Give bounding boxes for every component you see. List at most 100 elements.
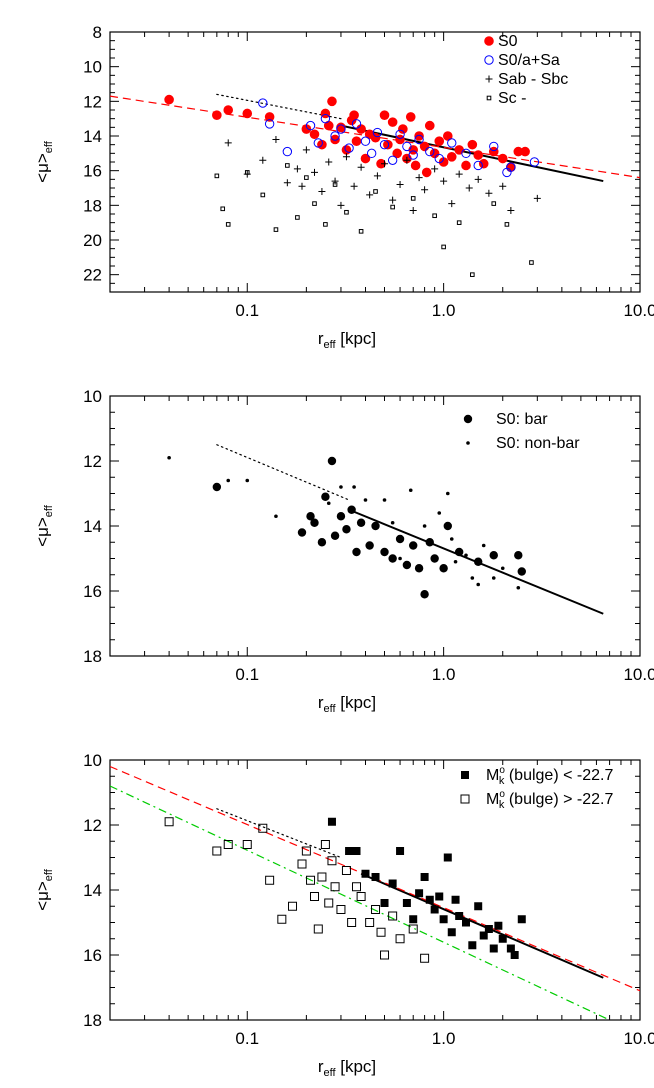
data-point: [414, 564, 424, 573]
legend-marker: [466, 441, 470, 445]
data-point: [402, 899, 411, 907]
data-point: [370, 132, 381, 143]
data-point: [371, 873, 380, 881]
data-point: [342, 525, 351, 534]
y-tick-label: 10: [83, 387, 102, 406]
data-point: [344, 209, 349, 215]
y-tick-label: 12: [83, 452, 102, 471]
data-point: [321, 492, 330, 501]
series-2: [258, 98, 540, 178]
data-point: [297, 528, 307, 537]
data-point: [330, 134, 340, 145]
data-point: [245, 478, 250, 483]
series-2: [164, 817, 430, 963]
data-point: [396, 847, 405, 855]
fit-line-solid: [340, 124, 604, 183]
data-point: [351, 119, 362, 129]
data-point: [510, 951, 519, 959]
data-point: [365, 541, 374, 550]
fit-line-dotted: [216, 444, 350, 501]
data-point: [473, 160, 483, 171]
series-4: [214, 163, 534, 277]
plot-area: [167, 444, 604, 615]
legend-label: Sc -: [498, 90, 526, 107]
data-point: [345, 847, 354, 855]
legend: Mo k (bulge) < -22.7Mo k (bulge) > -22.7: [460, 765, 613, 811]
data-point: [414, 131, 424, 141]
data-point: [447, 138, 457, 148]
y-tick-label: 20: [83, 231, 102, 250]
data-point: [402, 560, 412, 570]
data-point: [390, 520, 395, 525]
data-point: [389, 196, 397, 204]
data-point: [445, 491, 450, 496]
data-point: [448, 200, 456, 208]
legend-marker: [486, 95, 492, 101]
y-tick-label: 18: [83, 647, 102, 666]
data-point: [224, 139, 232, 147]
data-point: [352, 547, 361, 557]
series-3: [224, 135, 541, 215]
legend-marker: [461, 771, 469, 779]
data-point: [272, 135, 280, 143]
fit-line-dashed: [110, 95, 640, 179]
data-point: [317, 872, 327, 882]
data-point: [474, 902, 483, 911]
legend-marker: [484, 55, 494, 65]
data-point: [481, 543, 486, 548]
fit-line-dashdot: [110, 785, 610, 1020]
series-1: [212, 456, 526, 599]
data-point: [336, 122, 346, 133]
data-point: [485, 189, 493, 197]
x-tick-label: 10.0: [623, 665, 654, 684]
data-point: [327, 817, 336, 826]
x-axis-title: reff [kpc]: [318, 329, 376, 351]
data-point: [499, 182, 507, 190]
data-point: [491, 576, 496, 580]
y-tick-label: 12: [83, 92, 102, 111]
data-point: [356, 124, 366, 134]
plot-area: [110, 93, 640, 277]
data-point: [488, 146, 499, 157]
data-point: [504, 222, 510, 227]
data-point: [273, 227, 279, 232]
data-point: [494, 921, 503, 930]
data-point: [434, 136, 445, 146]
data-point: [517, 567, 526, 576]
data-point: [317, 538, 327, 547]
data-point: [339, 485, 343, 489]
data-point: [360, 153, 371, 164]
y-axis-title: <μ>eff: [33, 504, 55, 547]
data-point: [440, 177, 448, 185]
data-point: [332, 182, 338, 187]
data-point: [474, 175, 482, 183]
data-point: [441, 244, 446, 250]
data-point: [500, 566, 505, 571]
data-point: [414, 134, 424, 145]
data-point: [347, 505, 356, 514]
data-point: [498, 934, 507, 943]
legend-label: S0: bar: [496, 411, 548, 428]
data-point: [380, 547, 389, 557]
data-point: [529, 157, 540, 167]
data-point: [372, 127, 383, 138]
data-point: [326, 501, 331, 506]
data-point: [387, 117, 398, 127]
data-point: [220, 206, 226, 212]
data-point: [366, 148, 377, 159]
data-point: [520, 146, 530, 157]
data-point: [425, 146, 435, 157]
data-point: [421, 186, 429, 194]
x-axis-title: reff [kpc]: [318, 693, 376, 715]
y-tick-label: 14: [83, 517, 102, 536]
data-point: [396, 181, 404, 189]
chart-panel-1: 0.1 1.0 10.0 8 10 12 14 16 18 20 22 reff [kpc] <μ>ef…: [33, 23, 654, 351]
data-point: [283, 179, 291, 187]
data-point: [422, 524, 427, 528]
data-point: [371, 521, 380, 531]
data-point: [302, 146, 310, 154]
data-point: [323, 222, 328, 227]
data-point: [398, 124, 408, 134]
data-point: [285, 163, 290, 168]
data-point: [311, 168, 318, 176]
